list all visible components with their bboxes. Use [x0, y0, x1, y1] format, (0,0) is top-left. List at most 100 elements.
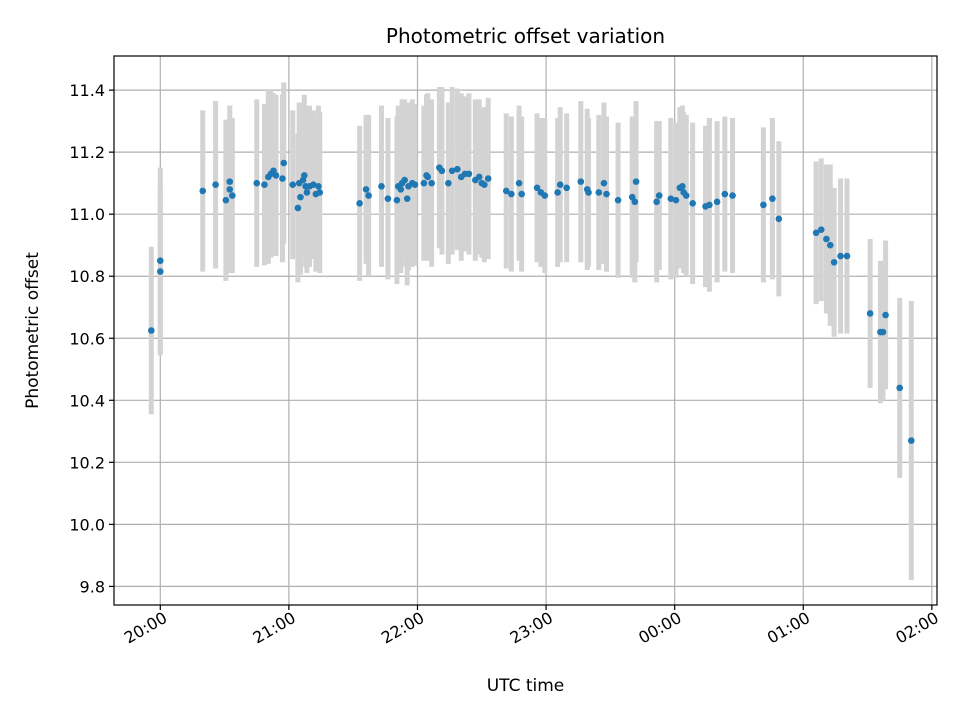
- data-point: [226, 186, 234, 193]
- data-point: [843, 252, 851, 260]
- y-tick-label: 11.0: [69, 205, 105, 224]
- data-point: [310, 181, 317, 189]
- data-point: [448, 167, 456, 175]
- data-point: [454, 165, 461, 173]
- data-point: [403, 195, 411, 202]
- data-point: [689, 200, 696, 207]
- y-tick-label: 11.4: [69, 81, 105, 100]
- data-point: [484, 175, 492, 182]
- data-point: [879, 328, 887, 336]
- data-point: [356, 200, 363, 207]
- data-point: [600, 179, 608, 187]
- data-point: [563, 184, 570, 192]
- data-point: [465, 170, 473, 178]
- data-point: [682, 192, 690, 199]
- data-point: [438, 167, 446, 175]
- data-point: [428, 179, 435, 187]
- data-point: [199, 187, 207, 195]
- data-point: [475, 173, 483, 181]
- data-point: [679, 182, 686, 190]
- data-point: [502, 187, 510, 195]
- data-point: [424, 173, 432, 181]
- y-tick-label: 10.4: [69, 391, 105, 410]
- data-point: [315, 182, 322, 190]
- data-point: [261, 181, 268, 189]
- data-point: [769, 195, 776, 202]
- data-point: [631, 198, 639, 206]
- y-tick-label: 11.2: [69, 143, 105, 162]
- data-point: [595, 189, 603, 196]
- data-point: [655, 192, 663, 199]
- data-point: [541, 192, 549, 199]
- data-point: [653, 198, 660, 206]
- data-point: [301, 172, 308, 179]
- data-point: [812, 229, 820, 237]
- data-point: [706, 201, 713, 209]
- data-point: [830, 258, 838, 266]
- data-point: [156, 257, 164, 265]
- data-point: [365, 192, 372, 199]
- data-point: [518, 190, 525, 198]
- data-point: [401, 176, 408, 184]
- data-point: [272, 172, 280, 179]
- data-point: [866, 310, 874, 317]
- y-tick-label: 10.6: [69, 329, 105, 348]
- data-point: [289, 181, 297, 189]
- data-point: [896, 384, 904, 392]
- data-point: [280, 159, 288, 167]
- data-point: [226, 178, 234, 185]
- y-tick-label: 9.8: [80, 577, 105, 596]
- y-tick-label: 10.0: [69, 515, 105, 534]
- data-point: [420, 179, 428, 187]
- data-point: [775, 215, 783, 223]
- data-point: [397, 186, 405, 193]
- data-point: [837, 252, 844, 260]
- plot-frame: [113, 55, 938, 606]
- data-point: [713, 198, 721, 206]
- data-point: [279, 175, 286, 182]
- data-point: [393, 196, 401, 204]
- data-point: [212, 181, 219, 189]
- data-point: [508, 190, 515, 198]
- data-point: [817, 226, 825, 233]
- data-point: [632, 178, 640, 185]
- data-point: [481, 181, 488, 189]
- data-point: [445, 179, 452, 187]
- data-point: [294, 204, 302, 212]
- data-point: [297, 193, 304, 201]
- data-point: [156, 268, 164, 275]
- data-point: [229, 192, 236, 199]
- data-point: [554, 189, 561, 196]
- data-point: [515, 179, 523, 187]
- data-point: [362, 186, 370, 193]
- data-point: [603, 190, 610, 198]
- data-point: [721, 190, 729, 198]
- data-point: [303, 189, 311, 196]
- data-point: [826, 241, 834, 249]
- data-point: [760, 201, 767, 209]
- data-point: [585, 189, 592, 196]
- data-point: [253, 179, 261, 187]
- y-axis-label: Photometric offset: [23, 252, 43, 409]
- data-point: [907, 437, 915, 444]
- chart-title: Photometric offset variation: [386, 24, 665, 48]
- y-axis-ticks: 9.8 10.0 10.2 10.4 10.6 10.8 11.0 11.2 11.4: [69, 81, 114, 596]
- y-tick-label: 10.2: [69, 453, 105, 472]
- data-point: [823, 235, 830, 243]
- data-point: [147, 327, 155, 334]
- data-point: [222, 196, 230, 204]
- data-point: [577, 178, 585, 185]
- data-point: [614, 196, 622, 204]
- data-point: [556, 181, 564, 189]
- x-axis-label: UTC time: [487, 676, 565, 696]
- data-point: [316, 189, 324, 196]
- y-tick-label: 10.8: [69, 267, 105, 286]
- data-point: [378, 182, 385, 190]
- data-point: [667, 195, 675, 202]
- data-points: [147, 159, 915, 444]
- data-point: [729, 192, 736, 199]
- data-point: [672, 196, 680, 204]
- data-point: [533, 184, 541, 192]
- data-point: [411, 181, 419, 189]
